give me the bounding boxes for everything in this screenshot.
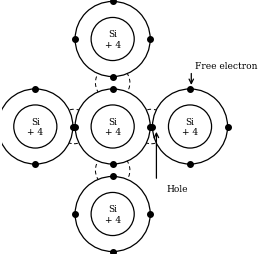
Text: Si
+ 4: Si + 4 [27, 117, 43, 137]
Circle shape [75, 90, 150, 164]
Text: Si
+ 4: Si + 4 [105, 30, 121, 50]
Circle shape [0, 90, 73, 164]
Text: Si
+ 4: Si + 4 [105, 117, 121, 137]
Text: Hole: Hole [166, 184, 188, 193]
Circle shape [75, 3, 150, 77]
Circle shape [152, 90, 228, 164]
Text: Si
+ 4: Si + 4 [105, 204, 121, 224]
Circle shape [75, 177, 150, 251]
Text: Si
+ 4: Si + 4 [182, 117, 198, 137]
Text: Free electron: Free electron [195, 62, 258, 71]
